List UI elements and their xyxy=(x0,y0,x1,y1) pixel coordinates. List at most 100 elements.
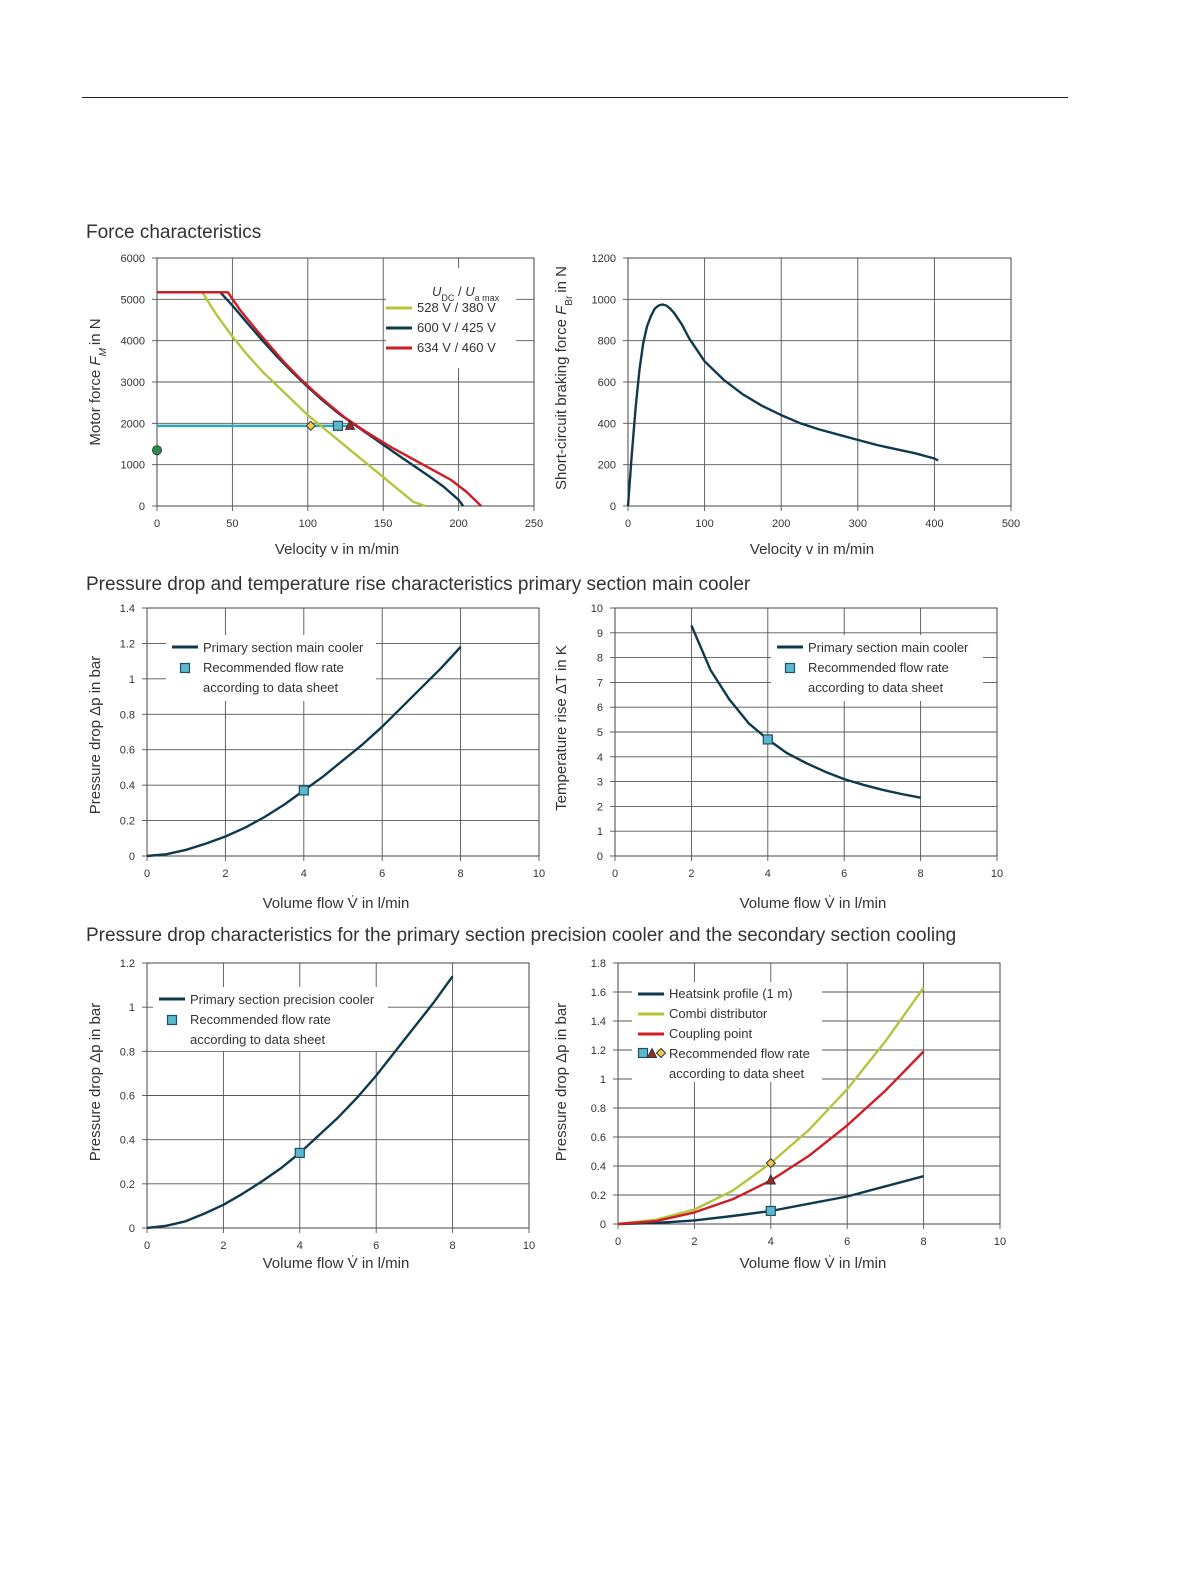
y-tick-label: 5 xyxy=(597,727,603,739)
y-tick-label: 1000 xyxy=(592,294,616,306)
y-tick-label: 2 xyxy=(597,801,603,813)
y-tick-label: 1000 xyxy=(121,460,145,472)
y-tick-label: 0 xyxy=(597,851,603,863)
x-tick-label: 250 xyxy=(525,518,543,530)
x-tick-label: 8 xyxy=(918,868,924,880)
x-tick-label: 150 xyxy=(374,518,392,530)
x-tick-label: 0 xyxy=(154,518,160,530)
marker-diamond xyxy=(765,1157,777,1169)
y-axis-label: Pressure drop Δp in bar xyxy=(553,1003,570,1161)
y-tick-label: 1 xyxy=(129,674,135,686)
legend-title: UDC / Ua max xyxy=(432,284,500,303)
x-axis-label: Volume flow V̇ in l/min xyxy=(740,1255,887,1272)
y-tick-label: 2000 xyxy=(121,418,145,430)
y-tick-label: 1.4 xyxy=(120,603,135,615)
legend-entry: Primary section main cooler xyxy=(203,640,364,655)
marker-triangle xyxy=(344,419,356,430)
section-title-pressure-main: Pressure drop and temperature rise chara… xyxy=(86,574,751,595)
chart-braking-force: 0 100 200 300 400 500 0 200 400 600 800 1000 1200 Vel… xyxy=(553,253,1020,558)
x-tick-label: 4 xyxy=(301,868,307,880)
marker-diamond xyxy=(305,420,317,432)
legend: Primary section main cooler Recommended f… xyxy=(771,635,983,701)
legend-entry: according to data sheet xyxy=(190,1032,326,1047)
y-tick-label: 0 xyxy=(139,501,145,513)
y-tick-label: 1.6 xyxy=(591,987,606,999)
x-tick-label: 8 xyxy=(458,868,464,880)
y-tick-label: 0.8 xyxy=(120,709,135,721)
x-tick-label: 0 xyxy=(144,868,150,880)
legend-entry: Coupling point xyxy=(669,1026,753,1041)
y-tick-label: 4 xyxy=(597,752,603,764)
legend-entry: Recommended flow rate xyxy=(808,660,949,675)
marker-square xyxy=(298,785,309,796)
chart-motor-force: 0 50 100 150 200 250 0 1000 2000 3000 4000 5000 6000… xyxy=(87,253,543,558)
y-tick-label: 0.8 xyxy=(120,1046,135,1058)
y-axis-label: Pressure drop Δp in bar xyxy=(87,656,104,814)
legend-marker-square xyxy=(784,662,796,674)
legend-entry: Combi distributor xyxy=(669,1006,768,1021)
x-tick-label: 6 xyxy=(373,1240,379,1252)
y-tick-label: 1200 xyxy=(592,253,616,265)
series-line-2 xyxy=(157,291,483,507)
chart-pressure-secondary: 0 2 4 6 8 10 0 0.2 0.4 0.6 0.8 1 1.2 1.4 1.6 1.8 Volume … xyxy=(553,958,1006,1272)
y-tick-label: 400 xyxy=(598,418,616,430)
x-tick-label: 8 xyxy=(921,1236,927,1248)
legend-marker-square xyxy=(179,662,191,674)
y-axis-label: Motor force FMin N xyxy=(87,318,109,445)
legend: Primary section main cooler Recommended f… xyxy=(166,635,376,701)
legend-entry: Recommended flow rate xyxy=(190,1012,331,1027)
y-tick-label: 6 xyxy=(597,702,603,714)
y-tick-label: 4000 xyxy=(121,336,145,348)
x-tick-label: 2 xyxy=(691,1236,697,1248)
x-tick-label: 2 xyxy=(688,868,694,880)
y-tick-label: 1.2 xyxy=(120,958,135,970)
legend-marker-diamond xyxy=(655,1047,667,1059)
x-tick-label: 200 xyxy=(772,518,790,530)
legend-entry: Recommended flow rate xyxy=(669,1046,810,1061)
y-tick-label: 0.2 xyxy=(120,1179,135,1191)
x-axis-label: Volume flow V̇ in l/min xyxy=(263,1255,410,1272)
y-axis-label: Pressure drop Δp in bar xyxy=(87,1003,104,1161)
top-rule xyxy=(82,97,1068,98)
x-tick-label: 8 xyxy=(450,1240,456,1252)
y-tick-label: 0 xyxy=(129,851,135,863)
x-tick-label: 400 xyxy=(925,518,943,530)
chart-temperature-main: 0 2 4 6 8 10 0 1 2 3 4 5 6 7 8 9 10 Volume flow V̇ in l/m… xyxy=(553,603,1003,912)
y-tick-label: 1.2 xyxy=(120,638,135,650)
y-tick-label: 10 xyxy=(591,603,603,615)
x-tick-label: 0 xyxy=(615,1236,621,1248)
y-tick-label: 0 xyxy=(129,1223,135,1235)
x-tick-label: 6 xyxy=(841,868,847,880)
y-axis-label: Temperature rise ΔT in K xyxy=(553,645,570,811)
marker-triangle xyxy=(765,1173,777,1185)
x-tick-label: 2 xyxy=(220,1240,226,1252)
x-tick-label: 100 xyxy=(695,518,713,530)
y-tick-label: 5000 xyxy=(121,294,145,306)
x-tick-label: 4 xyxy=(765,868,771,880)
y-tick-label: 0 xyxy=(600,1219,606,1231)
x-tick-label: 6 xyxy=(379,868,385,880)
y-tick-label: 0.8 xyxy=(591,1103,606,1115)
x-tick-label: 50 xyxy=(226,518,238,530)
legend-box xyxy=(386,268,516,368)
y-tick-label: 1 xyxy=(129,1002,135,1014)
y-tick-label: 0.4 xyxy=(120,1135,135,1147)
marker-square xyxy=(765,1205,776,1217)
y-tick-label: 1 xyxy=(600,1074,606,1086)
x-tick-label: 4 xyxy=(297,1240,303,1252)
x-tick-label: 300 xyxy=(849,518,867,530)
y-tick-label: 0.4 xyxy=(591,1161,606,1173)
series-line-0 xyxy=(690,624,921,799)
y-tick-label: 7 xyxy=(597,677,603,689)
legend-entry: Primary section precision cooler xyxy=(190,992,375,1007)
legend-entry: 634 V / 460 V xyxy=(417,340,496,355)
x-axis-label: Velocity v in m/min xyxy=(275,541,399,558)
legend-box xyxy=(771,635,983,701)
legend-entry: according to data sheet xyxy=(669,1066,805,1081)
x-tick-label: 0 xyxy=(144,1240,150,1252)
y-tick-label: 0.6 xyxy=(120,745,135,757)
y-tick-label: 200 xyxy=(598,460,616,472)
series-line-0 xyxy=(626,303,939,507)
